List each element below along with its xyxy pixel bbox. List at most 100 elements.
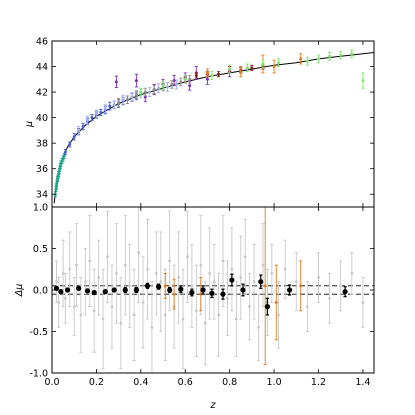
data-point	[114, 80, 118, 84]
data-point	[181, 317, 185, 321]
x-tick-label: 0.0	[44, 377, 59, 388]
data-point	[64, 287, 71, 293]
data-point	[177, 276, 180, 279]
data-point	[299, 57, 303, 61]
data-point	[159, 280, 163, 284]
data-point	[217, 72, 221, 76]
data-point	[221, 259, 225, 263]
residuals-y-axis-label: Δμ	[14, 284, 25, 298]
data-point	[68, 142, 72, 146]
data-point	[277, 313, 280, 317]
data-point	[143, 90, 147, 94]
data-point	[339, 284, 343, 288]
data-point	[55, 280, 58, 284]
data-point	[137, 251, 141, 255]
data-point	[230, 267, 234, 271]
data-point	[189, 289, 195, 296]
data-point	[117, 100, 121, 104]
data-point	[61, 272, 65, 275]
data-point	[91, 289, 97, 296]
data-point	[62, 154, 66, 158]
data-point	[258, 279, 264, 285]
data-point	[57, 301, 61, 304]
data-point	[163, 313, 167, 317]
data-point	[350, 52, 354, 56]
model-curve-line	[53, 52, 374, 204]
data-point	[277, 61, 281, 65]
data-point	[287, 287, 293, 293]
x-tick-label: 1.2	[311, 377, 326, 388]
data-point	[106, 255, 109, 259]
data-point	[56, 176, 60, 180]
data-point	[305, 305, 309, 308]
data-point	[75, 263, 78, 267]
data-point	[101, 317, 105, 321]
data-point	[76, 285, 82, 291]
data-point	[167, 287, 173, 293]
x-tick-label: 0.6	[178, 377, 193, 388]
data-point	[210, 73, 214, 77]
data-point	[274, 300, 278, 304]
data-point	[90, 116, 94, 120]
y-tick-label: 44	[36, 62, 48, 73]
data-point	[79, 313, 83, 317]
data-point	[132, 313, 136, 317]
y-tick-label: -0.5	[29, 327, 48, 338]
data-point	[72, 135, 76, 139]
outliers-1	[163, 207, 303, 366]
y-tick-label: 1.0	[33, 202, 48, 213]
data-point	[146, 267, 149, 271]
data-point	[110, 305, 114, 308]
data-point	[97, 276, 101, 279]
data-point	[248, 305, 252, 308]
data-point	[212, 280, 216, 284]
residuals-x-ticks: 0.0 0.2 0.4 0.6 0.8 1.0 1.2 1.4	[44, 207, 370, 388]
data-point	[261, 263, 265, 267]
data-point	[111, 287, 117, 293]
distance-modulus-panel: 34 36 38 40 42 44 46 μ	[24, 36, 375, 208]
binned-means-2	[53, 273, 348, 316]
data-point	[263, 284, 267, 288]
data-point	[179, 80, 183, 84]
residuals-axes-frame	[51, 206, 375, 374]
data-point	[99, 111, 103, 115]
y-tick-label: 34	[36, 190, 48, 201]
data-point	[155, 284, 162, 290]
data-point	[168, 259, 172, 263]
data-point	[183, 77, 187, 81]
data-point	[72, 305, 76, 308]
y-tick-label: 0.5	[33, 244, 48, 255]
data-point	[328, 296, 331, 300]
data-point	[122, 287, 128, 293]
data-point	[272, 65, 276, 69]
data-point	[226, 296, 229, 300]
distance-modulus-y-axis-label: μ	[24, 121, 35, 128]
data-point	[186, 255, 189, 259]
distance-modulus-data	[53, 49, 374, 204]
data-point	[203, 321, 207, 325]
data-point	[133, 287, 139, 293]
data-point	[81, 125, 85, 129]
supernovae-1	[53, 152, 66, 198]
residuals-data	[52, 207, 374, 373]
data-point	[115, 272, 118, 275]
data-point	[240, 287, 246, 293]
residuals-0	[54, 207, 365, 373]
data-point	[283, 267, 287, 271]
residuals-y-ticks: -1.0 -0.5 0.0 0.5 1.0	[29, 202, 374, 379]
data-point	[172, 79, 176, 83]
data-point	[86, 118, 90, 122]
x-tick-label: 0.8	[222, 377, 237, 388]
data-point	[161, 84, 165, 88]
data-point	[194, 309, 198, 313]
data-point	[361, 79, 365, 83]
data-point	[134, 93, 138, 97]
data-point	[165, 85, 169, 89]
data-point	[148, 90, 152, 94]
data-point	[194, 73, 198, 77]
data-point	[208, 272, 212, 275]
distance-modulus-y-ticks: 34 36 38 40 42 44 46	[36, 36, 374, 207]
data-point	[94, 112, 98, 116]
data-point	[172, 292, 176, 296]
